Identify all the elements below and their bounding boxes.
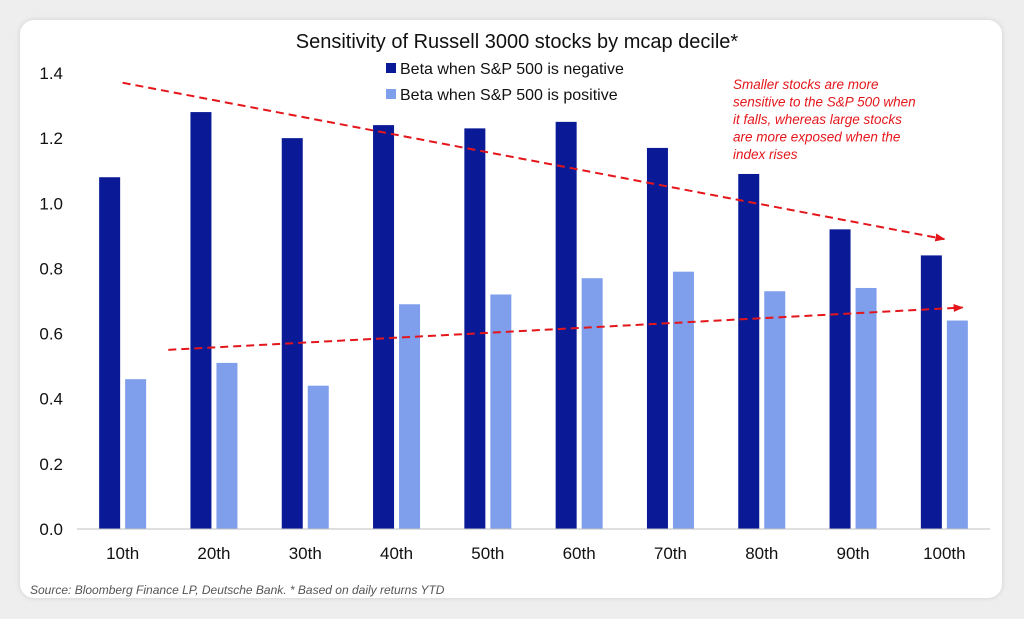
x-tick-label: 10th bbox=[106, 544, 139, 563]
bars bbox=[99, 112, 968, 530]
y-tick-label: 0.4 bbox=[39, 390, 63, 409]
bar-negative bbox=[920, 255, 942, 529]
annotation-line: Smaller stocks are more bbox=[733, 77, 879, 92]
legend-swatch-positive bbox=[386, 89, 396, 99]
bar-negative bbox=[99, 177, 121, 529]
y-tick-label: 1.2 bbox=[39, 129, 63, 148]
bar-positive bbox=[307, 385, 329, 529]
y-tick-label: 0.6 bbox=[39, 325, 63, 344]
annotation-line: sensitive to the S&P 500 when bbox=[733, 95, 916, 110]
y-tick-label: 0.8 bbox=[39, 259, 63, 278]
bar-negative bbox=[464, 128, 486, 529]
annotation-line: are more exposed when the bbox=[733, 130, 900, 145]
x-axis: 10th 20th 30th 40th 50th 60th 70th 80th 90th 100t… bbox=[106, 544, 966, 563]
bar-positive bbox=[581, 278, 603, 529]
legend: Beta when S&P 500 is negative Beta when … bbox=[386, 61, 624, 104]
y-tick-label: 0.0 bbox=[39, 520, 63, 539]
y-axis: 0.0 0.2 0.4 0.6 0.8 1.0 1.2 1.4 bbox=[39, 64, 63, 539]
x-tick-label: 90th bbox=[837, 544, 870, 563]
positive-trend-arrow bbox=[168, 303, 964, 351]
bar-negative bbox=[373, 125, 395, 529]
chart-title: Sensitivity of Russell 3000 stocks by mc… bbox=[296, 31, 739, 53]
bar-negative bbox=[281, 138, 303, 529]
bar-negative bbox=[190, 112, 212, 529]
bar-positive bbox=[672, 271, 694, 529]
x-tick-label: 50th bbox=[471, 544, 504, 563]
legend-label-negative: Beta when S&P 500 is negative bbox=[400, 61, 624, 78]
x-tick-label: 20th bbox=[197, 544, 230, 563]
annotation-line: it falls, whereas large stocks bbox=[733, 112, 902, 127]
bar-negative bbox=[555, 121, 577, 529]
bar-positive bbox=[399, 304, 421, 529]
bar-positive bbox=[946, 320, 968, 529]
x-tick-label: 60th bbox=[563, 544, 596, 563]
annotation: Smaller stocks are more sensitive to the… bbox=[733, 77, 916, 162]
x-tick-label: 100th bbox=[923, 544, 966, 563]
y-tick-label: 1.4 bbox=[39, 64, 63, 83]
legend-label-positive: Beta when S&P 500 is positive bbox=[400, 87, 618, 104]
bar-positive bbox=[855, 287, 877, 529]
x-tick-label: 80th bbox=[745, 544, 778, 563]
bar-positive bbox=[216, 362, 238, 529]
legend-swatch-negative bbox=[386, 63, 396, 73]
source-note: Source: Bloomberg Finance LP, Deutsche B… bbox=[30, 583, 445, 597]
x-tick-label: 30th bbox=[289, 544, 322, 563]
x-tick-label: 40th bbox=[380, 544, 413, 563]
negative-trend-arrow bbox=[122, 81, 946, 242]
bar-negative bbox=[646, 147, 668, 529]
y-tick-label: 0.2 bbox=[39, 455, 63, 474]
bar-positive bbox=[490, 294, 512, 529]
bar-negative bbox=[738, 173, 760, 529]
y-tick-label: 1.0 bbox=[39, 194, 63, 213]
bar-positive bbox=[125, 379, 147, 529]
bar-negative bbox=[829, 229, 851, 530]
trend-arrows bbox=[122, 81, 964, 351]
x-tick-label: 70th bbox=[654, 544, 687, 563]
annotation-line: index rises bbox=[733, 147, 798, 162]
bar-positive bbox=[764, 291, 786, 529]
